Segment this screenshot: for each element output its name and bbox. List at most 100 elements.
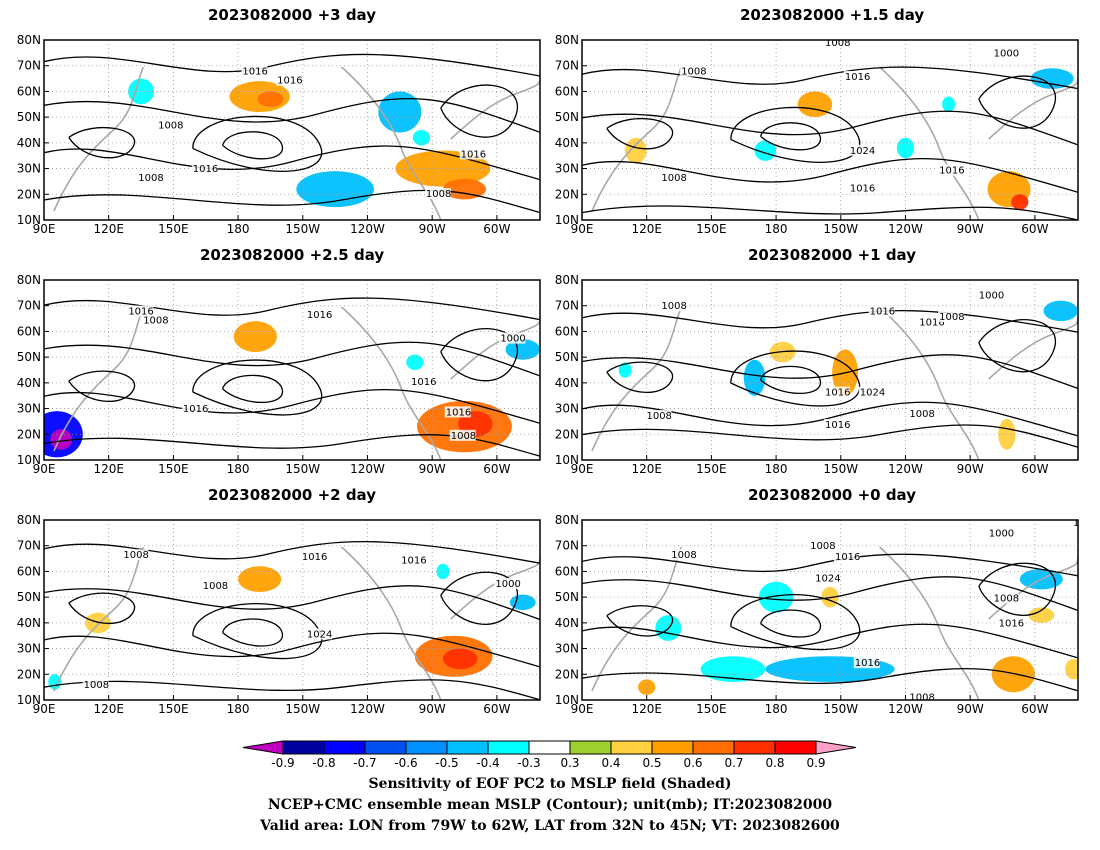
- x-tick-label: 60W: [1021, 462, 1048, 476]
- map-plot-area: 1008 1000 1008 1016 1024 1016 1016 1008: [582, 40, 1078, 220]
- isobar-contour: [221, 618, 283, 647]
- contour-label: 1008: [994, 593, 1019, 604]
- colorbar-label: 0.4: [601, 756, 620, 770]
- coastline: [591, 66, 682, 212]
- coastline: [591, 546, 682, 692]
- colorbar-swatch: [528, 740, 571, 755]
- contour-label: 1016: [825, 420, 850, 431]
- x-tick-label: 90W: [419, 702, 446, 716]
- x-tick-label: 120W: [888, 702, 923, 716]
- contour-label: 1016: [242, 67, 267, 78]
- contour-label: 1008: [123, 550, 148, 561]
- x-tick-label: 60W: [483, 462, 510, 476]
- isobar-contour: [606, 605, 674, 637]
- y-tick-label: 40N: [17, 136, 41, 150]
- x-tick-label: 150E: [696, 222, 727, 236]
- colorbar-label: 0.3: [560, 756, 579, 770]
- x-tick-label: 120E: [93, 222, 124, 236]
- y-tick-label: 70N: [17, 299, 41, 313]
- x-tick-label: 150E: [158, 222, 189, 236]
- y-tick-label: 80N: [555, 273, 579, 287]
- y-tick-label: 20N: [17, 667, 41, 681]
- isobar-contour: [44, 541, 540, 564]
- isobar-contour: [582, 354, 1078, 390]
- x-tick-label: 60W: [1021, 222, 1048, 236]
- isobar-contour: [44, 388, 540, 424]
- map-frame: [581, 519, 1079, 701]
- panel-title: 2023082000 +2 day: [208, 486, 376, 504]
- sensitivity-shading: [406, 354, 424, 370]
- x-tick-label: 90W: [419, 222, 446, 236]
- x-tick-label: 180: [765, 222, 788, 236]
- contour-label: 1000: [495, 579, 520, 590]
- x-tick-label: 90E: [571, 702, 594, 716]
- isobar-contour: [759, 122, 821, 151]
- y-tick-label: 70N: [17, 59, 41, 73]
- isobar-contour: [582, 424, 1078, 448]
- y-tick-label: 10N: [555, 453, 579, 467]
- isobar-contour: [582, 401, 1078, 437]
- y-tick-label: 40N: [555, 616, 579, 630]
- isobar-contour: [68, 592, 136, 624]
- contour-label: 1016: [835, 552, 860, 563]
- x-tick-label: 180: [765, 702, 788, 716]
- isobar-contour: [582, 205, 1078, 220]
- y-tick-label: 30N: [17, 642, 41, 656]
- panel-title: 2023082000 +2.5 day: [200, 246, 385, 264]
- y-tick-label: 60N: [555, 564, 579, 578]
- isobar-contour: [730, 594, 861, 651]
- y-tick-label: 10N: [17, 453, 41, 467]
- map-panel-1: 1008 1000 1008 1016 1024 1016 1016 1008 90E 120E 1…: [555, 33, 1079, 236]
- coastline: [341, 306, 442, 460]
- y-tick-label: 10N: [17, 693, 41, 707]
- x-tick-label: 90W: [419, 462, 446, 476]
- map-panel-4: 1008 1016 1016 1008 1000 1024 1008 90E 120E 150E 1…: [17, 513, 541, 716]
- coastline: [879, 66, 980, 220]
- x-tick-label: 90W: [957, 462, 984, 476]
- isobar-contour: [44, 679, 540, 700]
- x-tick-label: 150W: [285, 702, 320, 716]
- map-panels: 1016 1016 1008 1016 1008 1016 1008 90E 120E 150E 1…: [17, 33, 1079, 716]
- isobar-contour: [582, 157, 1078, 193]
- contour-label: 1016: [845, 72, 870, 83]
- contour-label: 1024: [850, 146, 875, 157]
- x-tick-label: 120W: [888, 222, 923, 236]
- x-tick-label: 60W: [1021, 702, 1048, 716]
- contour-label: 1016: [302, 552, 327, 563]
- contour-label: 1016: [277, 76, 302, 87]
- contour-label: 1008: [661, 301, 686, 312]
- y-tick-label: 60N: [555, 84, 579, 98]
- x-tick-label: 90E: [33, 222, 56, 236]
- x-tick-label: 150E: [158, 702, 189, 716]
- contour-label: 1000: [500, 334, 525, 345]
- x-tick-label: 120E: [631, 222, 662, 236]
- x-tick-label: 120W: [350, 222, 385, 236]
- colorbar-label: 0.7: [724, 756, 743, 770]
- coastline: [988, 555, 1078, 620]
- contour-label: 1016: [939, 166, 964, 177]
- sensitivity-shading: [505, 339, 540, 360]
- x-tick-label: 90E: [33, 702, 56, 716]
- sensitivity-shading: [700, 656, 766, 683]
- isobar-contour: [68, 370, 136, 402]
- isobar-contour: [221, 374, 283, 404]
- y-tick-label: 60N: [17, 324, 41, 338]
- colorbar-label: -0.8: [312, 756, 335, 770]
- colorbar-swatch: [323, 740, 366, 755]
- colorbar-swatch: [692, 740, 735, 755]
- y-tick-label: 40N: [555, 376, 579, 390]
- contour-label: 1000: [979, 290, 1004, 301]
- x-tick-label: 120E: [631, 462, 662, 476]
- colorbar-label: 0.8: [765, 756, 784, 770]
- colorbar-label: 0.6: [683, 756, 702, 770]
- map-plot-area: 1016 1016 1008 1016 1008 1016 1008: [44, 40, 540, 220]
- contour-label: 1016: [128, 307, 153, 318]
- y-tick-label: 50N: [17, 590, 41, 604]
- panel-title: 2023082000 +1.5 day: [740, 6, 925, 24]
- contour-label: 1008: [661, 173, 686, 184]
- isobar-contour: [44, 97, 540, 133]
- isobar-contour: [582, 576, 1078, 612]
- contour-label: 1016: [855, 658, 880, 669]
